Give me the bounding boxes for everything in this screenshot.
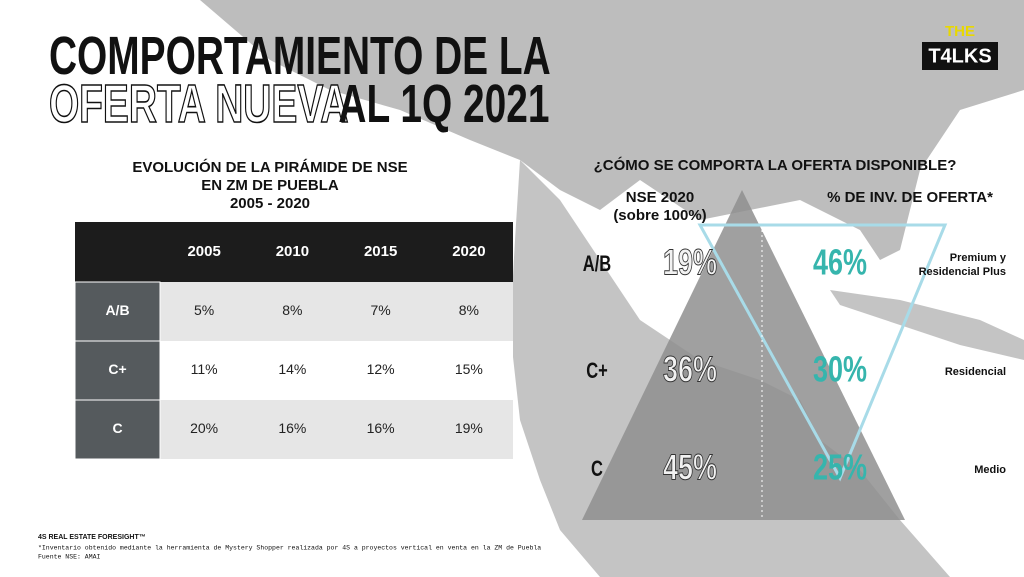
cell: 16% xyxy=(278,420,306,436)
nse-value: 36% xyxy=(663,349,717,390)
row-label: A/B xyxy=(105,302,129,318)
row-label: C xyxy=(112,420,122,436)
row xyxy=(160,400,513,459)
cell: 16% xyxy=(367,420,395,436)
table-title: EN ZM DE PUEBLA xyxy=(201,177,339,194)
title-solid: AL 1Q 2021 xyxy=(338,73,549,134)
segment-label: Residencial xyxy=(945,366,1006,378)
footer-note: Fuente NSE: AMAI xyxy=(38,554,101,561)
row xyxy=(160,341,513,400)
offer-value: 30% xyxy=(813,349,867,390)
cell: 19% xyxy=(455,420,483,436)
row-label-cell xyxy=(74,340,161,401)
logo-bottom: T4LKS xyxy=(928,45,991,67)
nse-value: 19% xyxy=(663,242,717,283)
row-label-cell xyxy=(74,399,161,460)
cell: 11% xyxy=(191,361,218,377)
level-label: A/B xyxy=(583,252,611,277)
level-label: C+ xyxy=(586,359,608,384)
logo-top: THE xyxy=(945,23,975,40)
header-row xyxy=(75,222,513,282)
cell: 5% xyxy=(194,302,214,318)
column-header: 2015 xyxy=(364,243,397,260)
column-header: 2010 xyxy=(276,243,309,260)
cell: 8% xyxy=(282,302,302,318)
map-island xyxy=(830,290,1024,360)
cell: 12% xyxy=(367,361,395,377)
left-header: (sobre 100%) xyxy=(613,207,706,224)
row-label-cell xyxy=(74,281,161,342)
inverted-pyramid xyxy=(697,223,948,482)
level-label: C xyxy=(591,457,603,482)
left-header: NSE 2020 xyxy=(626,189,694,206)
pyramid-title: ¿CÓMO SE COMPORTA LA OFERTA DISPONIBLE? xyxy=(594,156,957,174)
logo-box xyxy=(922,42,998,70)
title-line: COMPORTAMIENTO DE LA xyxy=(49,25,551,86)
offer-value: 25% xyxy=(813,447,867,488)
cell: 8% xyxy=(459,302,479,318)
segment-label: Premium y xyxy=(950,252,1007,264)
column-header: 2020 xyxy=(452,243,485,260)
table: 2005 2010 2015 2020 A/B 5% 8% 7% 8% C+ 11% 14% 12% 15… xyxy=(74,222,513,460)
table-title: EVOLUCIÓN DE LA PIRÁMIDE DE NSE xyxy=(132,158,407,176)
row xyxy=(160,282,513,341)
offer-value: 46% xyxy=(813,242,867,283)
segment-label: Residencial Plus xyxy=(919,266,1006,278)
row-label: C+ xyxy=(108,361,126,377)
pyramid xyxy=(582,190,905,520)
column-header: 2005 xyxy=(187,243,220,260)
footer-brand: 4S REAL ESTATE FORESIGHT™ xyxy=(38,534,146,541)
right-header: % DE INV. DE OFERTA* xyxy=(827,189,993,206)
table-title: 2005 - 2020 xyxy=(230,195,310,212)
cell: 14% xyxy=(278,361,306,377)
segment-label: Medio xyxy=(974,464,1006,476)
cell: 20% xyxy=(190,420,218,436)
title-outline: OFERTA NUEVA xyxy=(49,73,348,134)
nse-value: 45% xyxy=(663,447,717,488)
cell: 15% xyxy=(455,361,483,377)
cell: 7% xyxy=(371,302,391,318)
map-land xyxy=(200,0,1024,260)
footer-note: *Inventario obtenido mediante la herrami… xyxy=(38,545,541,552)
